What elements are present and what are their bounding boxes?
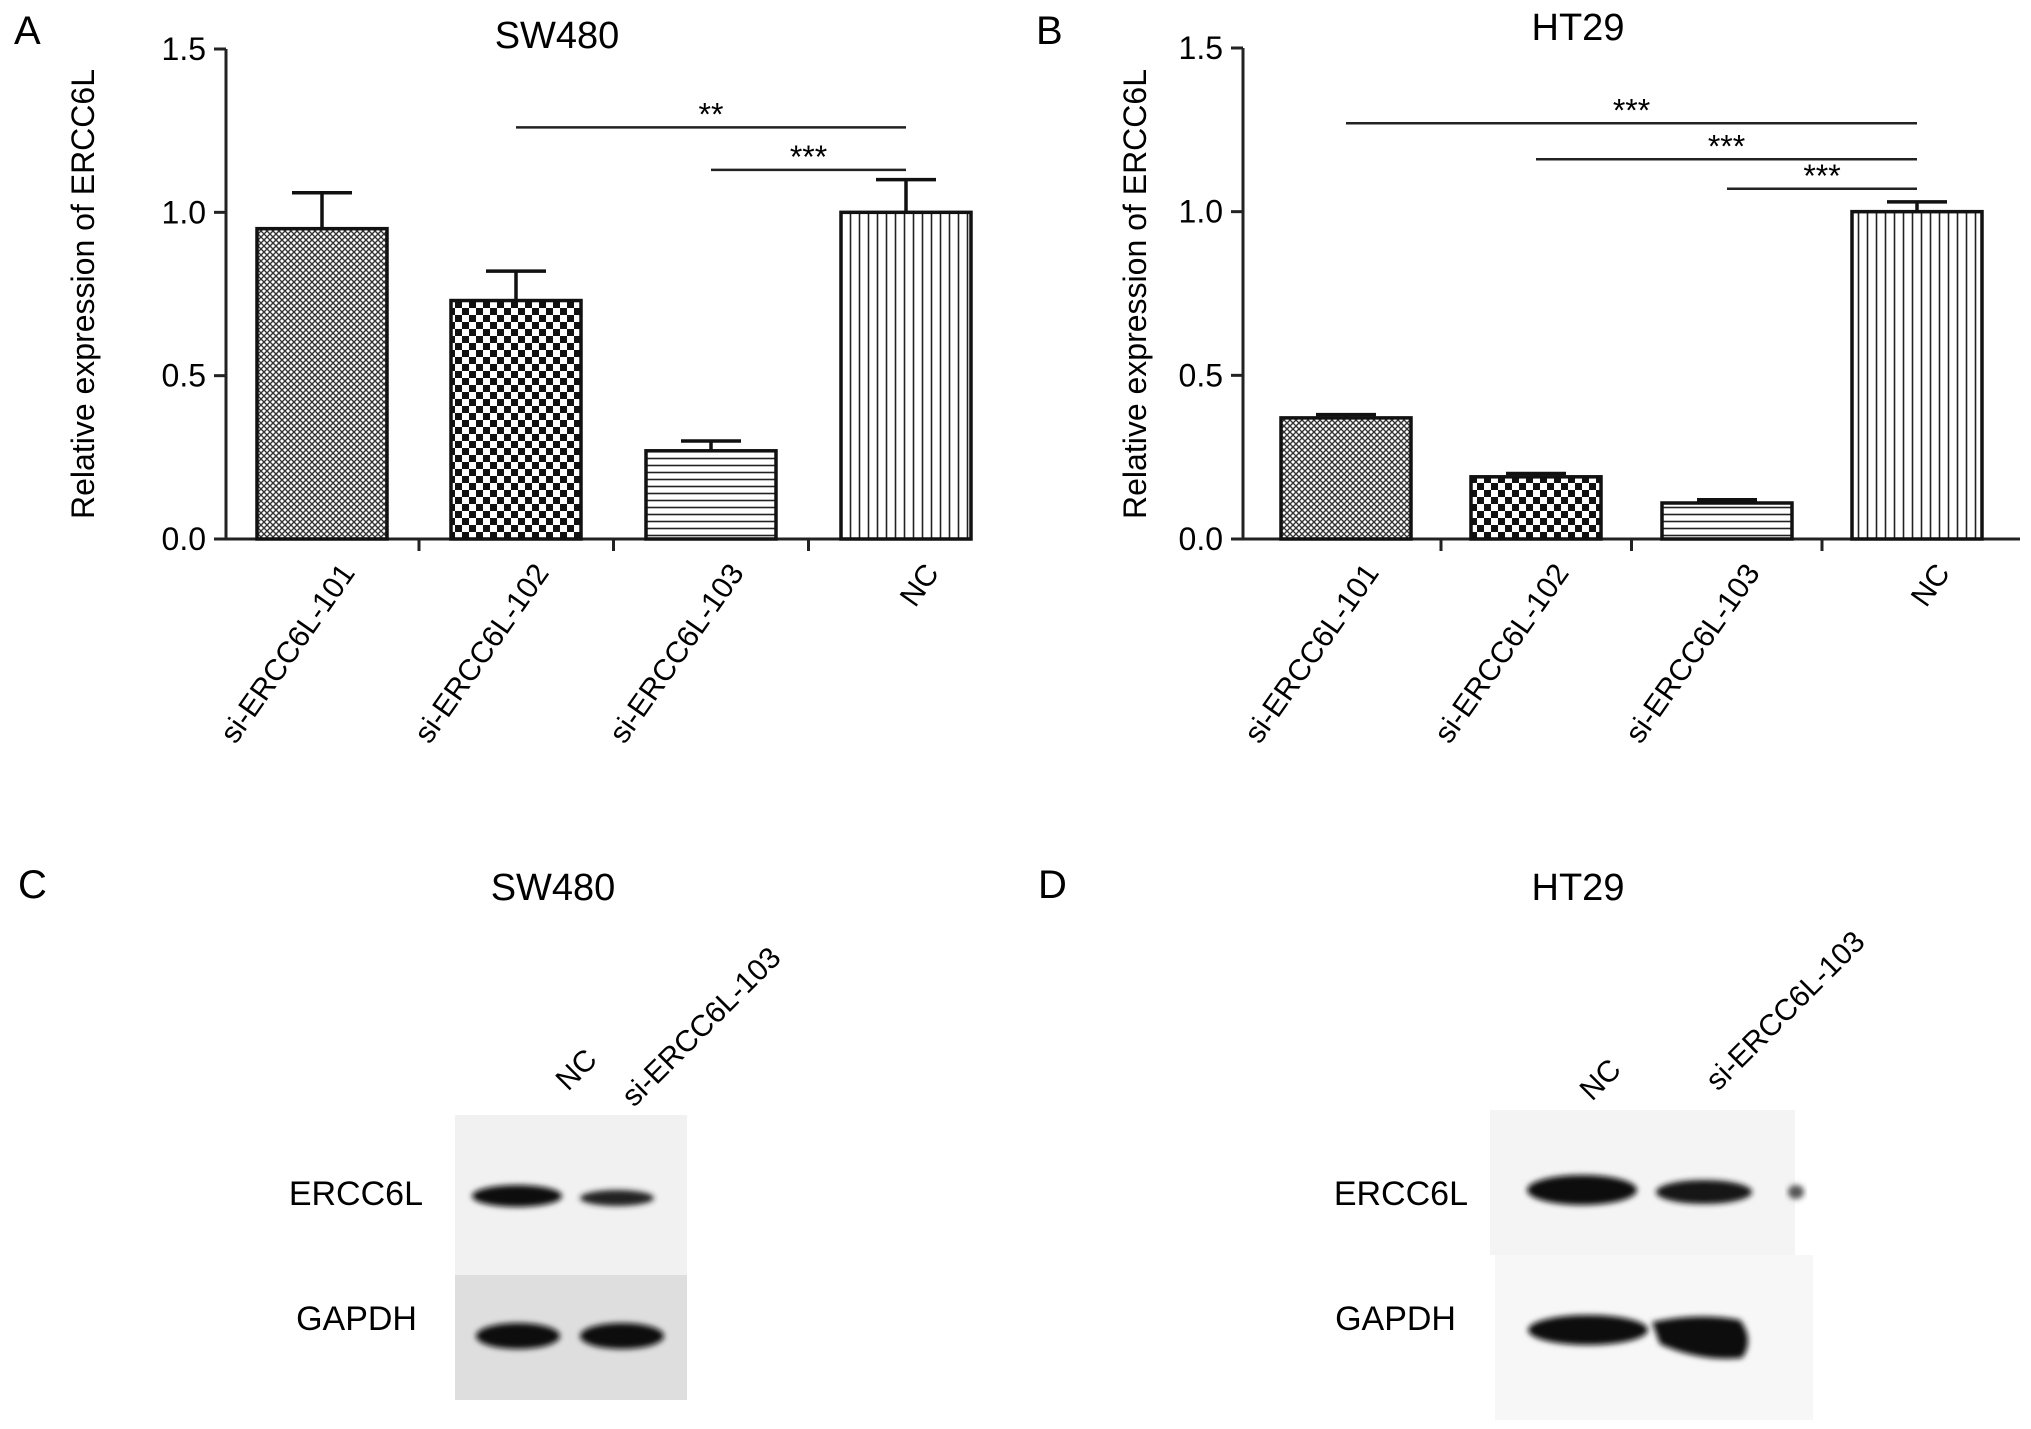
chart-b-bar — [1850, 209, 1984, 541]
panel-d-title: HT29 — [1532, 867, 1625, 909]
blot-c-band-ercc6l-nc — [472, 1185, 562, 1207]
chart-b-bar — [1469, 475, 1603, 541]
chart-a-bar — [255, 226, 389, 541]
panel-letter-b: B — [1036, 9, 1063, 53]
chart-b-bar — [1279, 416, 1413, 541]
chart-a-bar — [644, 449, 778, 541]
chart-b-y-tick-label: 0.5 — [1179, 357, 1223, 393]
chart-a-x-tick-label: si-ERCC6L-103 — [603, 558, 751, 749]
panel-letter-d: D — [1038, 863, 1067, 907]
chart-b-y-tick-label: 1.0 — [1179, 194, 1223, 230]
blot-d-band-ercc6l-nc — [1527, 1175, 1637, 1205]
chart-b-x-tick-label: NC — [1905, 558, 1957, 612]
chart-a-y-tick-label: 1.0 — [162, 194, 206, 230]
blot-c-band-gapdh-nc — [476, 1323, 560, 1349]
blot-c-row-label-gapdh: GAPDH — [296, 1300, 417, 1338]
panel-d: D HT29 NC si-ERCC6L-103 ERCC6L GAPDH — [1038, 863, 1871, 1420]
chart-a: Relative expression of ERCC6L 0.0 0.5 1.0 1.… — [65, 31, 973, 749]
chart-a-significance-label: ** — [699, 96, 724, 132]
chart-b-y-axis-title: Relative expression of ERCC6L — [1117, 69, 1153, 519]
chart-a-y-tick-label: 0.0 — [162, 521, 206, 557]
panel-letter-c: C — [18, 863, 47, 907]
chart-b: Relative expression of ERCC6L 0.0 0.5 1.0 1.… — [1117, 30, 2020, 749]
blot-c-lane-label-nc: NC — [550, 1043, 604, 1097]
chart-a-y-tick-label: 0.5 — [162, 358, 206, 394]
chart-a-x-tick-label: NC — [894, 558, 946, 612]
blot-d-row-label-gapdh: GAPDH — [1335, 1300, 1456, 1338]
blot-d-band-ercc6l-si103 — [1656, 1180, 1752, 1204]
blot-c-row-label-ercc6l: ERCC6L — [289, 1175, 423, 1213]
chart-a-y-tick-label: 1.5 — [162, 31, 206, 67]
blot-d-lane-label-si-103: si-ERCC6L-103 — [1700, 925, 1872, 1097]
chart-b-x-tick-label: si-ERCC6L-101 — [1238, 558, 1386, 749]
panel-letter-a: A — [14, 9, 41, 53]
chart-b-y-tick-label: 1.5 — [1179, 30, 1223, 66]
panel-b-title: HT29 — [1532, 7, 1625, 49]
chart-a-x-tick-label: si-ERCC6L-102 — [408, 558, 556, 749]
blot-d-band-ercc6l-faint — [1788, 1185, 1804, 1199]
blot-c-lane-label-si-103: si-ERCC6L-103 — [616, 941, 788, 1113]
blot-c-band-gapdh-si103 — [580, 1323, 664, 1349]
chart-a-significance-label: *** — [790, 139, 827, 175]
blot-d-band-gapdh-nc — [1528, 1315, 1648, 1345]
chart-a-y-axis-title: Relative expression of ERCC6L — [65, 69, 101, 519]
panel-c: C SW480 NC si-ERCC6L-103 ERCC6L GAPDH — [18, 863, 787, 1400]
blot-d-lane-label-nc: NC — [1574, 1053, 1628, 1107]
chart-a-x-tick-label: si-ERCC6L-101 — [214, 558, 362, 749]
blot-d-row-label-ercc6l: ERCC6L — [1334, 1175, 1468, 1213]
chart-b-significance-label: *** — [1803, 158, 1840, 194]
blot-d-band-gapdh-si103 — [1652, 1316, 1749, 1359]
chart-b-bar — [1660, 501, 1794, 541]
chart-b-significance-label: *** — [1613, 92, 1650, 128]
chart-b-y-tick-label: 0.0 — [1179, 521, 1223, 557]
panel-c-title: SW480 — [491, 867, 616, 909]
panel-a-title: SW480 — [495, 15, 620, 57]
chart-a-bar — [449, 298, 583, 541]
chart-b-x-tick-label: si-ERCC6L-102 — [1428, 558, 1576, 749]
chart-b-significance-label: *** — [1708, 128, 1745, 164]
chart-a-bar — [839, 210, 973, 541]
chart-b-x-tick-label: si-ERCC6L-103 — [1619, 558, 1767, 749]
blot-c-band-ercc6l-si103 — [580, 1190, 654, 1206]
